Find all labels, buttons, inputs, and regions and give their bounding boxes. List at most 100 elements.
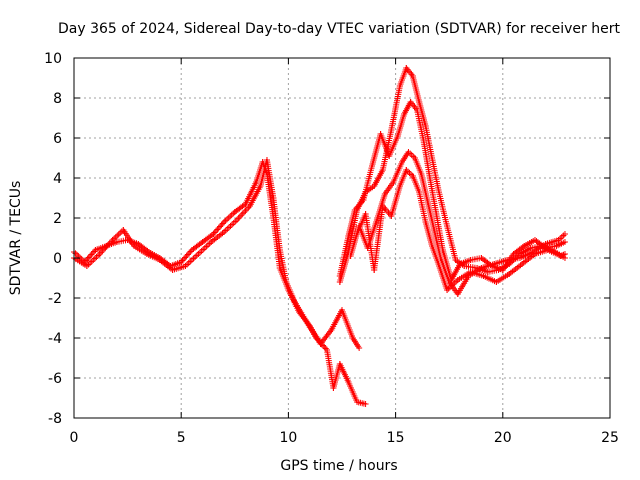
data-point bbox=[233, 217, 240, 223]
data-point bbox=[92, 247, 99, 253]
data-point bbox=[354, 399, 361, 405]
y-tick-label: -6 bbox=[48, 371, 62, 387]
data-point bbox=[208, 239, 215, 245]
data-point bbox=[435, 261, 442, 267]
data-point bbox=[328, 327, 335, 333]
data-point bbox=[354, 231, 361, 237]
data-point bbox=[381, 191, 388, 197]
data-point bbox=[302, 317, 309, 323]
data-point bbox=[349, 335, 356, 341]
data-point bbox=[257, 183, 264, 189]
tick-layer: 0 5 10 15 20 25 -8 -6 -4 -2 0 2 4 6 8 10 bbox=[44, 51, 619, 446]
data-point bbox=[336, 273, 343, 279]
y-tick-label: -8 bbox=[48, 411, 62, 427]
data-point bbox=[461, 263, 468, 269]
data-point bbox=[135, 241, 142, 247]
data-point bbox=[519, 261, 526, 267]
data-point bbox=[553, 243, 560, 249]
data-point bbox=[422, 123, 429, 129]
data-point bbox=[323, 347, 330, 353]
data-point bbox=[542, 241, 549, 247]
data-point bbox=[210, 231, 217, 237]
data-point bbox=[452, 257, 459, 263]
data-point bbox=[143, 251, 150, 257]
x-tick-label: 20 bbox=[494, 430, 512, 446]
plot-frame bbox=[73, 57, 611, 419]
data-point bbox=[444, 287, 451, 293]
x-tick-label: 15 bbox=[387, 430, 405, 446]
data-point bbox=[396, 183, 403, 189]
x-tick-label: 25 bbox=[601, 430, 619, 446]
data-point bbox=[231, 209, 238, 215]
y-tick-label: 0 bbox=[53, 251, 62, 267]
y-tick-label: -2 bbox=[48, 291, 62, 307]
data-point bbox=[429, 155, 436, 161]
y-tick-label: 4 bbox=[53, 171, 62, 187]
data-point bbox=[283, 279, 290, 285]
data-point bbox=[409, 173, 416, 179]
data-point bbox=[386, 153, 393, 159]
y-tick-label: -4 bbox=[48, 331, 62, 347]
data-point bbox=[399, 159, 406, 165]
data-point bbox=[561, 239, 568, 245]
y-tick-label: 6 bbox=[53, 131, 62, 147]
data-point bbox=[253, 179, 260, 185]
data-point bbox=[369, 163, 376, 169]
data-point bbox=[96, 251, 103, 257]
data-point bbox=[418, 171, 425, 177]
series-layer bbox=[71, 65, 568, 407]
y-tick-label: 2 bbox=[53, 211, 62, 227]
data-point bbox=[169, 267, 176, 273]
data-point bbox=[356, 345, 363, 351]
data-point bbox=[424, 199, 431, 205]
data-point bbox=[371, 267, 378, 273]
data-point bbox=[491, 261, 498, 267]
data-point bbox=[416, 99, 423, 105]
x-axis-label: GPS time / hours bbox=[280, 458, 397, 474]
y-tick-label: 10 bbox=[44, 51, 62, 67]
data-point bbox=[345, 233, 352, 239]
data-series bbox=[347, 149, 568, 297]
data-point bbox=[263, 157, 270, 163]
data-point bbox=[246, 203, 253, 209]
data-point bbox=[362, 401, 369, 407]
data-point bbox=[493, 279, 500, 285]
data-point bbox=[178, 259, 185, 265]
data-point bbox=[454, 277, 461, 283]
data-point bbox=[403, 167, 410, 173]
data-point bbox=[478, 255, 485, 261]
data-point bbox=[433, 211, 440, 217]
data-point bbox=[156, 257, 163, 263]
data-point bbox=[379, 167, 386, 173]
data-point bbox=[467, 269, 474, 275]
data-point bbox=[456, 261, 463, 267]
data-point bbox=[396, 83, 403, 89]
data-point bbox=[113, 239, 120, 245]
data-point bbox=[429, 243, 436, 249]
data-point bbox=[531, 251, 538, 257]
data-point bbox=[221, 229, 228, 235]
data-point bbox=[416, 189, 423, 195]
data-point bbox=[199, 239, 206, 245]
x-tick-label: 0 bbox=[70, 430, 79, 446]
data-point bbox=[345, 379, 352, 385]
data-point bbox=[195, 251, 202, 257]
data-point bbox=[336, 279, 343, 285]
data-point bbox=[379, 203, 386, 209]
data-point bbox=[330, 385, 337, 391]
data-point bbox=[373, 219, 380, 225]
data-point bbox=[504, 257, 511, 263]
data-point bbox=[276, 247, 283, 253]
data-point bbox=[347, 253, 354, 259]
data-point bbox=[377, 131, 384, 137]
data-point bbox=[276, 265, 283, 271]
y-axis-label: SDTVAR / TECUs bbox=[8, 181, 24, 296]
data-series bbox=[336, 65, 568, 285]
data-point bbox=[109, 237, 116, 243]
data-point bbox=[454, 291, 461, 297]
data-point bbox=[521, 243, 528, 249]
data-markers bbox=[71, 157, 367, 407]
data-point bbox=[270, 195, 277, 201]
data-point bbox=[360, 197, 367, 203]
